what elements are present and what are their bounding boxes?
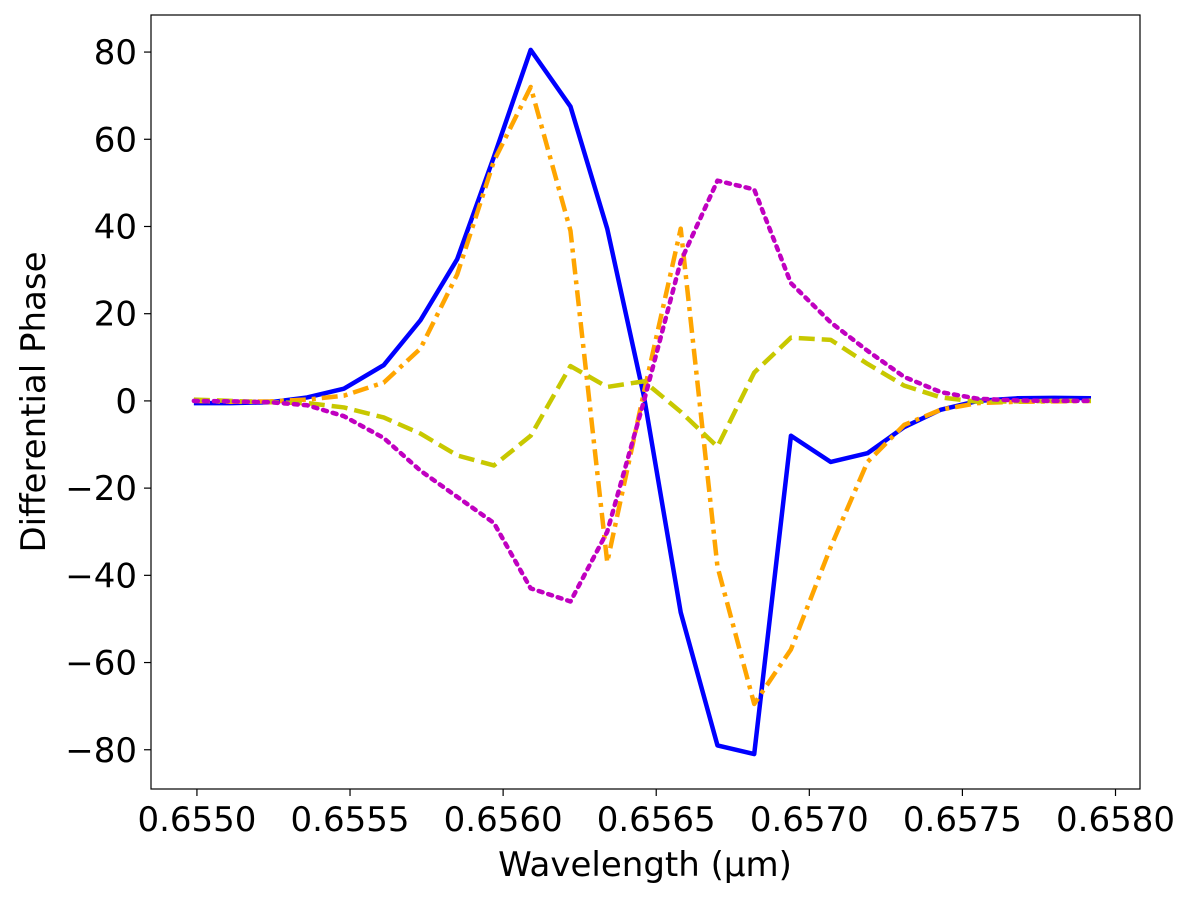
x-tick-label: 0.6565 [597, 800, 716, 840]
y-tick-label: 60 [94, 120, 137, 160]
y-tick-label: 40 [94, 207, 137, 247]
x-tick-label: 0.6580 [1056, 800, 1175, 840]
y-tick-label: −60 [65, 644, 137, 684]
y-tick-label: −80 [65, 731, 137, 771]
y-axis-ticks: −80 −60 −40 −20 0 20 40 60 80 [65, 33, 151, 771]
y-tick-label: −20 [65, 469, 137, 509]
series-line-2 [193, 84, 1092, 707]
x-tick-label: 0.6570 [750, 800, 869, 840]
plot-frame [150, 14, 1141, 790]
x-tick-label: 0.6560 [444, 800, 563, 840]
x-axis-ticks: 0.6550 0.6555 0.6560 0.6565 0.6570 0.6575 0.65… [137, 789, 1175, 840]
x-tick-label: 0.6555 [291, 800, 410, 840]
y-tick-label: 20 [94, 295, 137, 335]
series-layer [191, 47, 1094, 757]
y-axis-label: Differential Phase [14, 251, 54, 552]
series-line-4 [191, 178, 1094, 604]
y-tick-label: 0 [115, 382, 137, 422]
y-tick-label: 80 [94, 33, 137, 73]
x-tick-label: 0.6575 [903, 800, 1022, 840]
x-axis-label: Wavelength (μm) [498, 845, 792, 885]
series-line-3 [193, 335, 1092, 468]
x-tick-label: 0.6550 [137, 800, 256, 840]
series-line-1 [193, 47, 1092, 757]
y-tick-label: −40 [65, 556, 137, 596]
